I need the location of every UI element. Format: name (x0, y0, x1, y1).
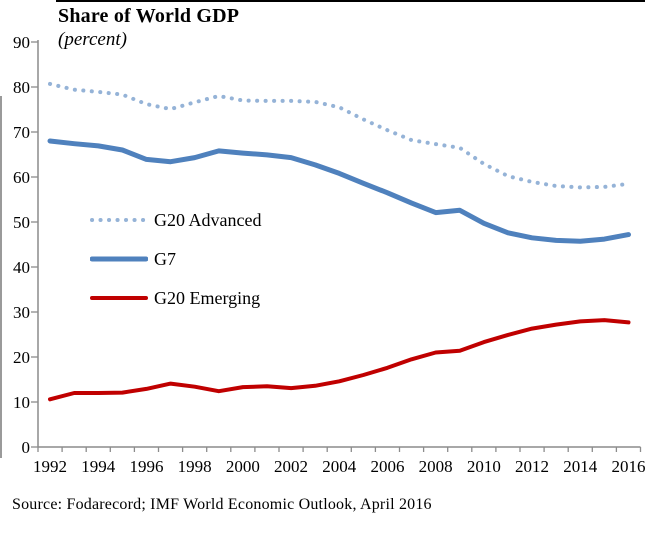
x-axis-tick-label: 2012 (515, 457, 549, 476)
solid-line-swatch-icon (90, 296, 148, 300)
x-axis-tick-label: 2006 (370, 457, 404, 476)
y-axis-tick-label: 20 (13, 348, 30, 367)
y-axis-tick-label: 90 (13, 33, 30, 52)
source-note: Source: Fodarecord; IMF World Economic O… (12, 496, 432, 513)
y-axis-tick-label: 50 (13, 213, 30, 232)
legend-item-g20-advanced: G20 Advanced (90, 208, 261, 232)
legend: G20 Advanced G7 G20 Emerging (90, 208, 261, 325)
x-axis-tick-label: 2008 (419, 457, 453, 476)
y-axis-tick-label: 60 (13, 168, 30, 187)
x-axis-tick-label: 1998 (178, 457, 212, 476)
x-axis-tick-label: 1996 (129, 457, 163, 476)
legend-item-g7: G7 (90, 247, 261, 271)
y-axis-tick-label: 80 (13, 78, 30, 97)
x-axis-tick-label: 2014 (563, 457, 598, 476)
y-axis-tick-label: 10 (13, 393, 30, 412)
dotted-line-swatch-icon (90, 218, 148, 222)
legend-item-g20-emerging: G20 Emerging (90, 286, 261, 310)
x-axis-tick-label: 1992 (33, 457, 67, 476)
frame-top-border (56, 0, 645, 2)
solid-line-swatch-icon (90, 256, 148, 262)
x-axis-tick-label: 1994 (81, 457, 116, 476)
legend-label-g20-emerging: G20 Emerging (154, 287, 261, 308)
legend-label-g7: G7 (154, 248, 176, 269)
x-axis-tick-label: 2000 (226, 457, 260, 476)
legend-label-g20-advanced: G20 Advanced (154, 209, 262, 230)
series-line-g20-emerging (48, 318, 631, 402)
x-axis-tick-label: 2002 (274, 457, 308, 476)
y-axis-tick-label: 0 (22, 438, 31, 457)
x-axis-tick-label: 2004 (322, 457, 357, 476)
y-axis-tick-label: 70 (13, 123, 30, 142)
y-axis-tick-label: 30 (13, 303, 30, 322)
x-axis-tick-label: 2010 (467, 457, 501, 476)
chart-title: Share of World GDP (58, 5, 240, 27)
x-axis-tick-label: 2016 (611, 457, 645, 476)
frame-left-border (0, 96, 2, 458)
y-axis-tick-label: 40 (13, 258, 30, 277)
chart-subtitle: (percent) (58, 29, 127, 50)
series-line-g7 (47, 138, 631, 244)
